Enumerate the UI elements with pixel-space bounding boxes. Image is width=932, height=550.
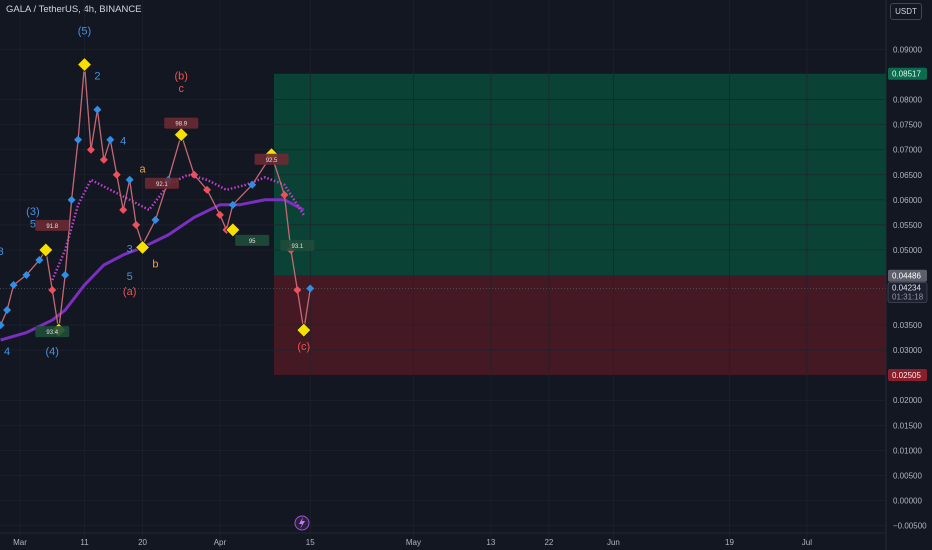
signal-diamond [61, 271, 69, 279]
time-axis-label: Jul [802, 538, 812, 547]
signal-diamond [100, 156, 108, 164]
signal-diamond [74, 136, 82, 144]
price-axis-label: −0.00500 [893, 521, 927, 530]
wave-label: a [139, 163, 146, 175]
pivot-marker [136, 240, 150, 254]
price-axis-label: 0.01500 [893, 421, 922, 430]
wave-label: 3 [0, 246, 4, 258]
price-axis-label: 0.07000 [893, 146, 922, 155]
signal-diamond [87, 146, 95, 154]
price-axis-label: 0.06000 [893, 196, 922, 205]
time-axis-label: 19 [725, 538, 734, 547]
wave-connector-line [1, 65, 311, 331]
signal-diamond [93, 106, 101, 114]
price-axis-label: 0.06500 [893, 171, 922, 180]
pivot-marker [174, 128, 188, 142]
score-tag: 92.5 [266, 158, 278, 164]
score-tag: 92.1 [156, 182, 168, 188]
bar-countdown-label: 01:31:18 [892, 293, 924, 302]
wave-label: (4) [46, 346, 59, 358]
signal-diamond [68, 196, 76, 204]
price-axis-label: 0.01000 [893, 446, 922, 455]
wave-label: b [152, 258, 158, 270]
price-axis-label: 0.05500 [893, 221, 922, 230]
wave-label: 4 [120, 136, 126, 148]
time-axis-label: 22 [544, 538, 553, 547]
score-tag: 95 [249, 239, 256, 245]
signal-diamond [113, 171, 121, 179]
lightning-icon[interactable] [295, 516, 309, 530]
price-axis-label: 0.03000 [893, 346, 922, 355]
time-axis-label: Jun [607, 538, 620, 547]
wave-label: 2 [94, 71, 100, 83]
time-axis-label: Apr [214, 538, 227, 547]
wave-label: 5 [30, 218, 36, 230]
wave-label: (a) [123, 286, 136, 298]
time-axis-label: 13 [486, 538, 495, 547]
score-tag: 98.9 [175, 122, 187, 128]
signal-diamond [132, 221, 140, 229]
wave-label: 5 [127, 271, 133, 283]
wave-label: (5) [78, 26, 91, 38]
wave-label: 4 [4, 346, 10, 358]
wave-label: (3) [26, 206, 39, 218]
stop-price-label: 0.02505 [892, 371, 921, 380]
price-axis-label: 0.03500 [893, 321, 922, 330]
wave-label: c [179, 83, 185, 95]
time-axis-label: May [406, 538, 421, 547]
price-line [1, 65, 311, 331]
entry-price-label: 0.04486 [892, 272, 921, 281]
price-axis-label: 0.00500 [893, 471, 922, 480]
wave-label: (b) [175, 71, 188, 83]
current-price-label: 0.04234 [892, 284, 921, 293]
time-axis-label: Mar [13, 538, 27, 547]
price-axis-label: 0.00000 [893, 496, 922, 505]
wave-label: 3 [127, 243, 133, 255]
price-axis-label: 0.02000 [893, 396, 922, 405]
price-axis-label: 0.09000 [893, 46, 922, 55]
signal-diamond [151, 216, 159, 224]
signal-diamond [119, 206, 127, 214]
time-axis-label: 20 [138, 538, 147, 547]
wave-label: (c) [297, 341, 310, 353]
pivot-marker [78, 58, 92, 72]
score-tag: 93.1 [292, 244, 304, 250]
score-tag: 93.4 [46, 330, 58, 336]
price-axis-label: 0.05000 [893, 246, 922, 255]
time-axis-label: 11 [80, 538, 89, 547]
signal-diamond [216, 211, 224, 219]
score-tag: 91.8 [46, 224, 58, 230]
signal-diamond [126, 176, 134, 184]
price-axis-label: 0.08000 [893, 96, 922, 105]
pivot-marker [39, 243, 53, 257]
time-axis-label: 15 [306, 538, 315, 547]
target-price-label: 0.08517 [892, 70, 921, 79]
signal-diamond [48, 286, 56, 294]
signal-diamond [106, 136, 114, 144]
signal-diamond [3, 306, 11, 314]
price-axis-label: 0.07500 [893, 121, 922, 130]
